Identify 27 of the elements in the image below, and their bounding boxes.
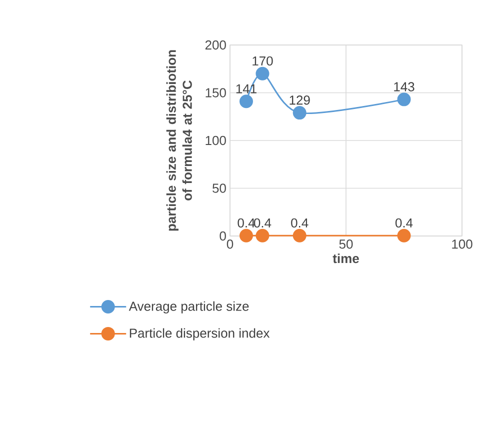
point xyxy=(256,66,270,80)
y-tick-label: 150 xyxy=(206,88,226,98)
y-axis-title: particle size and distribiotion of formula4 at 25°C xyxy=(166,50,192,231)
y-tick-label: 50 xyxy=(212,184,226,193)
point xyxy=(256,228,270,242)
data-label: 0.4 xyxy=(238,218,255,228)
point xyxy=(239,228,253,242)
point xyxy=(397,92,411,106)
point xyxy=(292,106,306,120)
y-tick-label: 0 xyxy=(220,231,226,241)
x-tick-label: 0 xyxy=(226,240,234,249)
x-axis-title: time xyxy=(332,254,359,264)
x-tick-label: 100 xyxy=(452,240,472,249)
data-label: 143 xyxy=(394,82,414,92)
data-label: 0.4 xyxy=(254,218,272,228)
point xyxy=(397,228,411,242)
point xyxy=(239,94,253,108)
legend-label: Average particle size xyxy=(128,301,249,314)
x-tick-label: 50 xyxy=(339,240,353,249)
point xyxy=(292,228,306,242)
y-tick-label: 200 xyxy=(205,40,226,50)
data-label: 170 xyxy=(252,56,273,66)
data-label: 129 xyxy=(290,96,310,105)
data-label: 0.4 xyxy=(291,218,308,228)
y-tick-label: 100 xyxy=(206,136,226,146)
data-label: 0.4 xyxy=(395,218,413,228)
legend-label: Particle dispersion index xyxy=(130,328,270,340)
